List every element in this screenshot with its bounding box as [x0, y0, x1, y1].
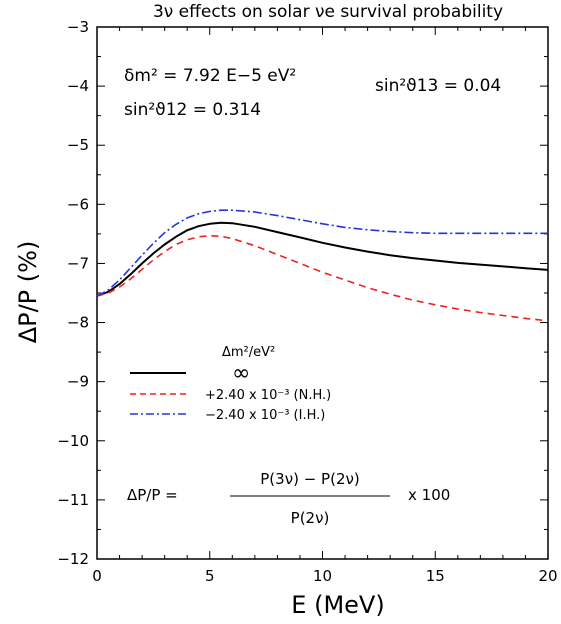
y-axis: −12 −11 −10 −9 −8 −7 −6 −5 −4 −3	[57, 18, 548, 568]
legend: Δm²/eV² ∞ +2.40 x 10⁻³ (N.H.) −2.40 x 10…	[130, 345, 331, 423]
x-tick-label: 20	[538, 567, 557, 585]
formula-lhs: ΔP/P =	[127, 486, 178, 504]
formula-factor: x 100	[408, 486, 450, 504]
formula-denominator: P(2ν)	[291, 509, 330, 527]
y-tick-label: −7	[67, 254, 89, 272]
legend-header: Δm²/eV²	[222, 345, 275, 360]
chart-title: 3ν effects on solar νe survival probabil…	[153, 2, 503, 22]
legend-label-infinity: ∞	[232, 361, 250, 386]
formula-numerator: P(3ν) − P(2ν)	[260, 470, 359, 488]
y-tick-label: −10	[57, 432, 89, 450]
dm2-annotation: δm² = 7.92 E−5 eV²	[124, 66, 296, 86]
sin2-theta12-annotation: sin²ϑ12 = 0.314	[124, 100, 261, 120]
series-lines	[96, 209, 549, 322]
y-tick-label: −9	[67, 373, 89, 391]
formula: ΔP/P = P(3ν) − P(2ν) P(2ν) x 100	[127, 470, 450, 527]
y-tick-label: −11	[57, 491, 89, 509]
y-tick-label: −8	[67, 314, 89, 332]
legend-label-ih: −2.40 x 10⁻³ (I.H.)	[205, 408, 325, 423]
sin2-theta13-annotation: sin²ϑ13 = 0.04	[375, 76, 501, 96]
y-tick-label: −3	[67, 18, 89, 36]
y-tick-label: −4	[67, 77, 89, 95]
x-axis-label: E (MeV)	[291, 591, 384, 619]
x-tick-label: 0	[92, 567, 102, 585]
y-tick-label: −5	[67, 136, 89, 154]
x-axis: 0 5 10 15 20	[92, 27, 558, 585]
x-tick-label: 5	[205, 567, 215, 585]
x-tick-label: 15	[426, 567, 445, 585]
y-axis-label: ΔP/P (%)	[14, 241, 42, 344]
x-tick-label: 10	[313, 567, 332, 585]
series-line-2	[96, 209, 548, 297]
y-tick-label: −6	[67, 195, 89, 213]
series-line-0	[96, 221, 549, 297]
series-line-1	[96, 234, 549, 322]
y-tick-label: −12	[57, 550, 89, 568]
legend-label-nh: +2.40 x 10⁻³ (N.H.)	[205, 388, 331, 403]
